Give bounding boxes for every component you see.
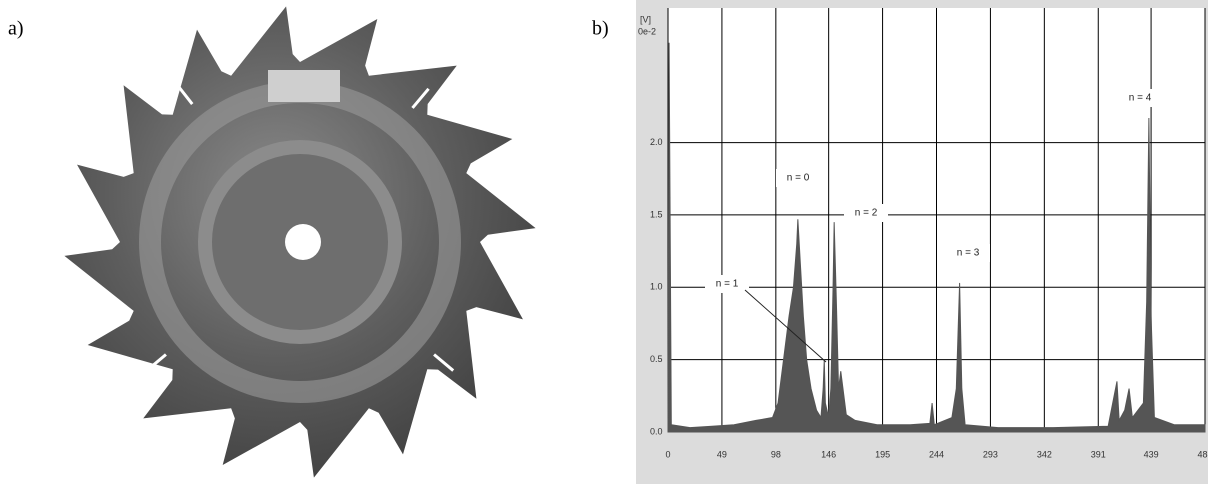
- annotation-box: [705, 275, 749, 293]
- annotation-box: [1118, 89, 1162, 107]
- x-tick-label: 146: [821, 449, 836, 459]
- annotation: n = 3: [957, 248, 980, 259]
- x-tick-label: 244: [929, 449, 944, 459]
- y-tick-label: 0.0: [650, 426, 663, 436]
- x-tick-label: 391: [1091, 449, 1106, 459]
- blade-slot: [175, 83, 194, 106]
- x-tick-label: 293: [983, 449, 998, 459]
- y-axis-label: [V]: [640, 14, 651, 24]
- blade-label: [268, 70, 340, 102]
- panel-label: b): [592, 18, 609, 40]
- spectrum-area: [667, 42, 1206, 433]
- annotation: n = 2: [855, 208, 878, 219]
- x-tick-label: 49: [717, 449, 727, 459]
- x-tick-label: 98: [771, 449, 781, 459]
- y-tick-label: 0.5: [650, 354, 663, 364]
- annotation: n = 1: [716, 279, 739, 290]
- x-tick-label: 342: [1037, 449, 1052, 459]
- annotation-box: [776, 169, 820, 187]
- annotation-box: [946, 244, 990, 262]
- blade-slot: [145, 353, 167, 372]
- x-tick-label: 439: [1144, 449, 1159, 459]
- blade-slot: [411, 87, 430, 109]
- x-tick-label: 0: [665, 449, 670, 459]
- blade-slot: [433, 353, 455, 372]
- y-tick-label: 1.0: [650, 282, 663, 292]
- annotation-leader: [744, 289, 827, 363]
- saw-blade-photo: [64, 6, 536, 478]
- y-tick-label: 2.0: [650, 137, 663, 147]
- annotation: n = 0: [787, 173, 810, 184]
- annotation: n = 4: [1129, 93, 1152, 104]
- panel-label: a): [8, 18, 24, 40]
- y-tick-label: 1.5: [650, 209, 663, 219]
- y-axis-scale: 0e-2: [638, 26, 656, 36]
- annotation-box: [844, 204, 888, 222]
- blade-hole: [285, 224, 321, 260]
- x-tick-label: 195: [875, 449, 890, 459]
- x-tick-label: 488: [1197, 449, 1208, 459]
